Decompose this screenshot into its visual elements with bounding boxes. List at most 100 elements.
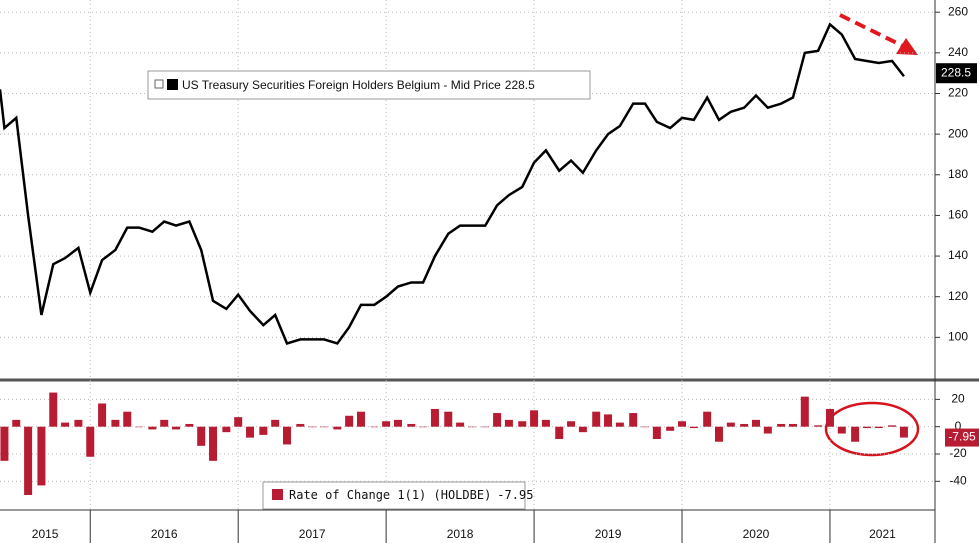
legend-value: -7.95 bbox=[497, 488, 533, 502]
bar bbox=[407, 423, 416, 427]
bar bbox=[172, 426, 181, 430]
bar bbox=[825, 408, 834, 427]
bar bbox=[12, 419, 21, 427]
bar bbox=[356, 411, 365, 427]
y-tick-label: 220 bbox=[948, 86, 968, 100]
bar bbox=[345, 415, 354, 427]
bar bbox=[541, 419, 550, 427]
bar bbox=[456, 422, 465, 427]
x-tick-label: 2019 bbox=[595, 527, 622, 541]
bar bbox=[444, 411, 453, 427]
bar bbox=[234, 417, 243, 427]
x-tick-label: 2015 bbox=[32, 527, 59, 541]
bar bbox=[874, 426, 883, 429]
bar bbox=[0, 426, 9, 461]
bar bbox=[592, 411, 601, 427]
bar bbox=[862, 426, 871, 429]
bar bbox=[604, 414, 613, 427]
legend-name: US Treasury Securities Foreign Holders B… bbox=[182, 78, 501, 92]
y-tick-label: 0 bbox=[955, 419, 962, 433]
bar bbox=[370, 426, 379, 428]
bar bbox=[283, 426, 292, 445]
bar bbox=[419, 426, 428, 428]
line-series bbox=[0, 22, 905, 345]
bar bbox=[504, 419, 513, 427]
x-tick-label: 2020 bbox=[743, 527, 770, 541]
bar bbox=[37, 426, 46, 486]
y-tick-label: 200 bbox=[948, 126, 968, 140]
legend-box bbox=[147, 70, 591, 100]
x-tick-label: 2016 bbox=[151, 527, 178, 541]
y-tick-label: 20 bbox=[951, 392, 965, 406]
legend-name: Rate of Change 1(1) (HOLDBE) bbox=[289, 488, 491, 502]
bar bbox=[185, 423, 194, 427]
bar bbox=[530, 410, 539, 427]
bar bbox=[578, 426, 587, 433]
bar bbox=[837, 426, 846, 434]
legend-icon bbox=[154, 79, 164, 89]
bar bbox=[61, 422, 70, 427]
bar bbox=[703, 411, 712, 427]
bar bbox=[493, 413, 502, 427]
bar bbox=[246, 426, 255, 438]
bar bbox=[763, 426, 772, 434]
bar bbox=[851, 426, 860, 442]
bar bbox=[296, 423, 305, 427]
y-tick-label: 100 bbox=[948, 330, 968, 344]
bar bbox=[666, 426, 675, 431]
bar bbox=[788, 423, 797, 427]
bar bbox=[899, 426, 908, 438]
bar bbox=[888, 425, 897, 427]
bar bbox=[751, 419, 760, 427]
bar bbox=[726, 422, 735, 427]
bar bbox=[308, 426, 317, 428]
y-tick-label: 160 bbox=[948, 208, 968, 222]
bar bbox=[615, 422, 624, 427]
bar bbox=[209, 426, 218, 461]
bar bbox=[135, 426, 144, 428]
bar bbox=[689, 426, 698, 429]
bar bbox=[740, 423, 749, 427]
bar bbox=[98, 403, 107, 427]
bar bbox=[800, 396, 809, 427]
bar bbox=[382, 421, 391, 427]
bar bbox=[652, 426, 661, 439]
bar bbox=[271, 419, 280, 427]
annotation-arrow bbox=[839, 13, 918, 55]
y-tick-label: 260 bbox=[948, 4, 968, 18]
annotation-circle bbox=[824, 401, 920, 457]
legend-value: 228.5 bbox=[505, 78, 535, 92]
bar bbox=[148, 426, 157, 430]
bar bbox=[467, 426, 476, 428]
legend-swatch bbox=[167, 79, 178, 90]
value-tag bbox=[945, 428, 979, 447]
bar bbox=[197, 426, 206, 446]
bar bbox=[319, 426, 328, 428]
y-tick-label: 120 bbox=[948, 289, 968, 303]
value-tag-label: -7.95 bbox=[948, 430, 976, 444]
bar bbox=[430, 408, 439, 427]
bar bbox=[555, 426, 564, 439]
legend-label: US Treasury Securities Foreign Holders B… bbox=[182, 78, 535, 92]
y-tick-label: -20 bbox=[949, 446, 967, 460]
bar bbox=[86, 426, 95, 457]
bar bbox=[814, 425, 823, 427]
legend-label: Rate of Change 1(1) (HOLDBE) -7.95 bbox=[289, 488, 533, 502]
y-tick-label: 240 bbox=[948, 45, 968, 59]
x-tick-label: 2017 bbox=[299, 527, 326, 541]
bar bbox=[111, 419, 120, 427]
bar bbox=[641, 426, 650, 428]
y-tick-label: -40 bbox=[949, 473, 967, 487]
price-tag bbox=[936, 63, 977, 84]
bar bbox=[160, 419, 169, 427]
bar bbox=[333, 426, 342, 430]
bar bbox=[678, 421, 687, 427]
y-tick-label: 180 bbox=[948, 167, 968, 181]
price-tag-label: 228.5 bbox=[941, 65, 971, 79]
bar bbox=[777, 423, 786, 427]
x-tick-label: 2021 bbox=[869, 527, 896, 541]
bar bbox=[393, 419, 402, 427]
y-tick-label: 140 bbox=[948, 248, 968, 262]
bar bbox=[123, 411, 132, 427]
